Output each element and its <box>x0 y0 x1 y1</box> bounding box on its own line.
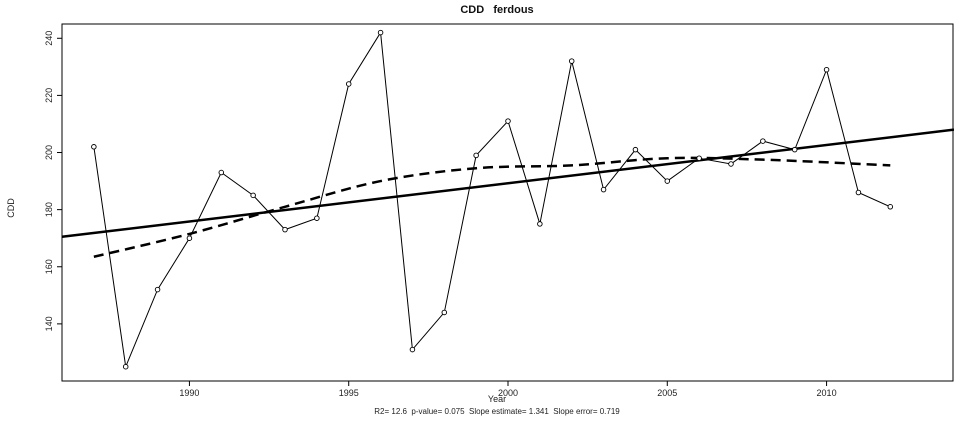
observed-point <box>473 152 479 159</box>
observed-point <box>314 215 320 221</box>
observed-point <box>855 189 862 196</box>
observed-point <box>664 178 671 184</box>
observed-point <box>218 169 225 176</box>
x-axis-label: Year <box>488 394 506 404</box>
y-tick-label: 180 <box>44 202 54 217</box>
y-tick-label: 140 <box>44 316 54 331</box>
observed-point <box>505 118 511 124</box>
plot-frame <box>61 23 954 382</box>
x-tick-label: 2000 <box>498 388 518 398</box>
observed-point <box>696 155 702 161</box>
observed-point <box>186 235 193 241</box>
chart-title: CDD ferdous <box>460 4 533 16</box>
x-tick-label: 2010 <box>817 388 837 398</box>
plot-area: 1990 1995 2000 2005 2010 140 160 180 200 220 240 <box>44 23 954 398</box>
x-tick-label: 1990 <box>179 388 199 398</box>
observed-point <box>345 81 352 87</box>
observed-point <box>282 226 288 233</box>
y-tick-label: 240 <box>44 31 54 46</box>
observed-point <box>122 363 129 370</box>
x-tick-label: 1995 <box>339 388 359 398</box>
linear-trend-line <box>61 128 954 239</box>
smoothed-trend-line <box>93 156 891 258</box>
observed-point <box>887 204 894 210</box>
x-tick-label: 2005 <box>657 388 677 398</box>
observed-point <box>537 221 543 227</box>
observed-point <box>409 346 416 353</box>
y-axis-label: CDD <box>6 198 16 218</box>
observed-point <box>728 161 734 167</box>
observed-point <box>154 286 161 293</box>
observed-point <box>600 186 607 193</box>
observed-point <box>632 146 639 153</box>
observed-point <box>791 146 798 153</box>
observed-point <box>377 29 384 36</box>
observed-point <box>250 192 256 199</box>
observed-point <box>760 138 766 144</box>
y-tick-label: 160 <box>44 259 54 274</box>
observed-point <box>441 309 448 316</box>
y-tick-label: 220 <box>44 88 54 103</box>
stats-caption: R2= 12.6 p-value= 0.075 Slope estimate= … <box>374 407 620 416</box>
y-tick-label: 200 <box>44 145 54 160</box>
observed-point <box>823 66 830 73</box>
observed-series-line <box>93 31 891 369</box>
observed-point <box>568 58 575 64</box>
observed-point <box>91 144 97 150</box>
